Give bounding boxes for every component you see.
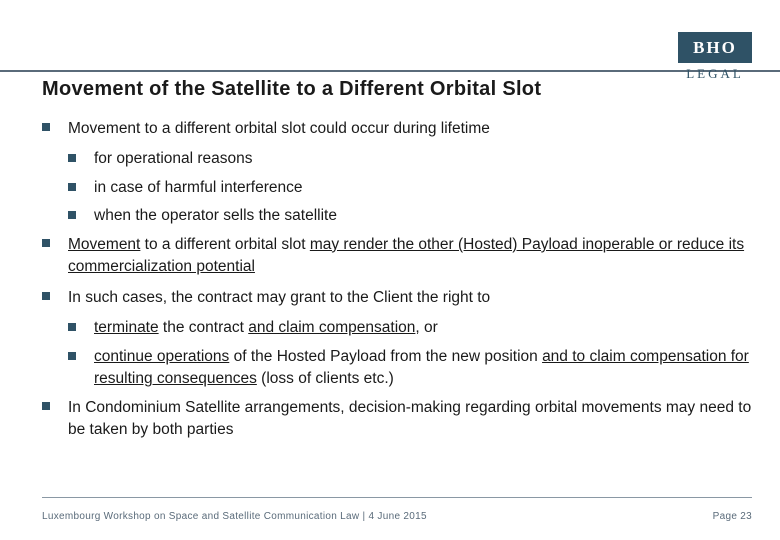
bullet-icon: [68, 352, 76, 360]
slide-content: Movement to a different orbital slot cou…: [42, 118, 752, 450]
bullet-3a: terminate the contract and claim compens…: [68, 317, 752, 339]
bullet-1b-text: in case of harmful interference: [94, 179, 303, 196]
bullet-3-sub: terminate the contract and claim compens…: [68, 317, 752, 390]
bullet-icon: [68, 211, 76, 219]
page-title: Movement of the Satellite to a Different…: [42, 78, 541, 101]
bullet-icon: [68, 323, 76, 331]
bullet-1c: when the operator sells the satellite: [68, 205, 752, 227]
bullet-2-text: Movement to a different orbital slot may…: [68, 236, 744, 275]
bullet-1a: for operational reasons: [68, 148, 752, 170]
footer-left: Luxembourg Workshop on Space and Satelli…: [42, 511, 427, 522]
bullet-1c-text: when the operator sells the satellite: [94, 207, 337, 224]
bullet-3-text: In such cases, the contract may grant to…: [68, 289, 490, 306]
bullet-icon: [42, 123, 50, 131]
bullet-4: In Condominium Satellite arrangements, d…: [42, 397, 752, 442]
logo-bottom: LEGAL: [678, 63, 752, 85]
bullet-1: Movement to a different orbital slot cou…: [42, 118, 752, 140]
header-rule: [0, 70, 780, 72]
bullet-1a-text: for operational reasons: [94, 150, 253, 167]
bullet-icon: [68, 154, 76, 162]
bullet-1-text: Movement to a different orbital slot cou…: [68, 120, 490, 137]
bullet-3b: continue operations of the Hosted Payloa…: [68, 346, 752, 391]
bullet-3b-text: continue operations of the Hosted Payloa…: [94, 348, 749, 387]
logo-top: BHO: [678, 32, 752, 63]
footer-right: Page 23: [713, 511, 752, 522]
bullet-1b: in case of harmful interference: [68, 177, 752, 199]
bullet-icon: [68, 183, 76, 191]
bullet-3a-text: terminate the contract and claim compens…: [94, 319, 438, 336]
footer-rule: [42, 497, 752, 498]
bullet-4-text: In Condominium Satellite arrangements, d…: [68, 399, 751, 438]
bullet-icon: [42, 239, 50, 247]
bullet-1-sub: for operational reasons in case of harmf…: [68, 148, 752, 227]
bullet-icon: [42, 292, 50, 300]
bullet-3: In such cases, the contract may grant to…: [42, 287, 752, 309]
bullet-2: Movement to a different orbital slot may…: [42, 234, 752, 279]
bullet-icon: [42, 402, 50, 410]
logo: BHO LEGAL: [678, 32, 752, 85]
